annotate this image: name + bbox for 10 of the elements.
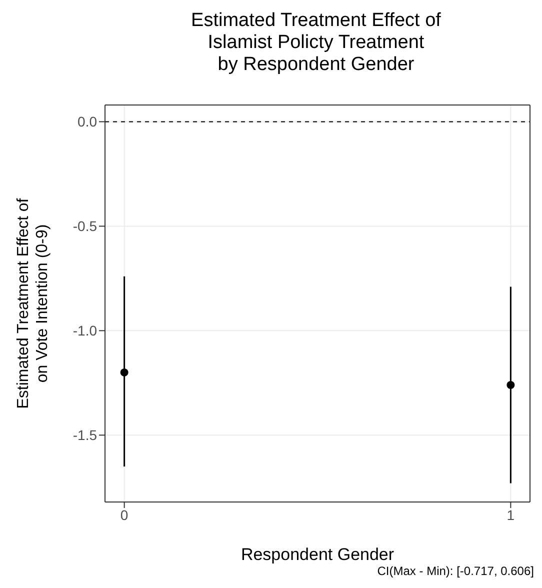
y-tick-label: -1.0 [72, 322, 98, 339]
chart-title: Estimated Treatment Effect of Islamist Policty Treatment by Respondent Gender [190, 9, 442, 77]
text: CI(Max - Min): [-0.717, 0.606] [376, 564, 534, 578]
y-tick-label: 0.0 [78, 114, 98, 130]
x-axis-title: Respondent Gender [240, 545, 394, 564]
x-tick-label: 1 [506, 506, 515, 523]
y-axis-title: Estimated Treatment Effect of on Vote Intention (0-9) [15, 198, 51, 409]
y-tick-label: -0.5 [72, 218, 98, 234]
y-tick-label: -1.5 [72, 427, 98, 444]
x-tick-label: 0 [120, 506, 128, 523]
